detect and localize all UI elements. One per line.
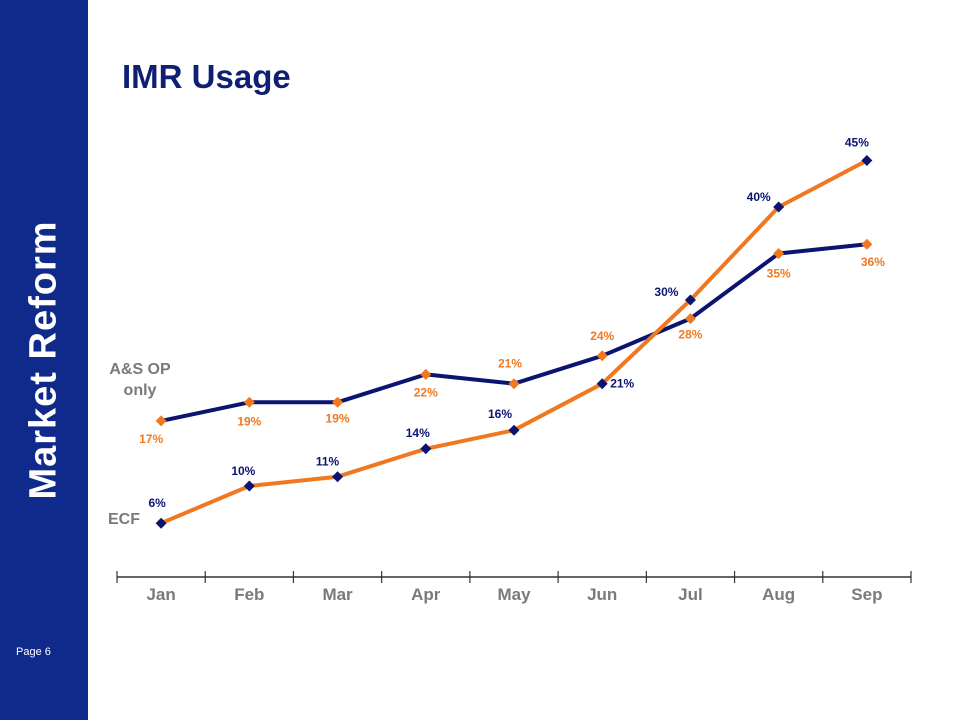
series-label-ecf: ECF bbox=[108, 511, 140, 528]
x-tick-label-jul: Jul bbox=[678, 585, 703, 604]
series-line-ecf bbox=[160, 158, 868, 526]
data-label: 45% bbox=[845, 136, 869, 150]
data-label: 6% bbox=[148, 496, 166, 510]
x-tick-label-aug: Aug bbox=[762, 585, 795, 604]
data-label: 11% bbox=[316, 455, 340, 469]
data-label: 19% bbox=[326, 411, 350, 425]
data-point-marker bbox=[596, 378, 608, 390]
x-tick-label-mar: Mar bbox=[322, 585, 353, 604]
data-label: 19% bbox=[237, 414, 261, 428]
data-point-marker bbox=[508, 378, 520, 390]
data-label: 14% bbox=[406, 426, 430, 440]
data-point-marker bbox=[243, 480, 255, 492]
data-point-marker bbox=[773, 201, 785, 213]
x-tick-label-feb: Feb bbox=[234, 585, 264, 604]
data-label: 10% bbox=[231, 464, 255, 478]
data-label: 21% bbox=[498, 357, 522, 371]
data-point-marker bbox=[684, 313, 696, 325]
data-point-marker bbox=[596, 350, 608, 362]
data-label: 40% bbox=[747, 190, 771, 204]
data-point-marker bbox=[420, 368, 432, 380]
data-point-marker bbox=[243, 396, 255, 408]
data-label: 17% bbox=[139, 432, 163, 446]
x-tick-label-may: May bbox=[497, 585, 531, 604]
data-point-marker bbox=[684, 294, 696, 306]
data-point-marker bbox=[508, 424, 520, 436]
page-number: Page 6 bbox=[16, 646, 51, 658]
data-point-marker bbox=[420, 443, 432, 455]
data-label: 30% bbox=[654, 285, 678, 299]
x-tick-label-sep: Sep bbox=[851, 585, 882, 604]
data-label: 36% bbox=[861, 255, 885, 269]
data-label: 24% bbox=[590, 329, 614, 343]
data-point-marker bbox=[861, 155, 873, 166]
x-tick-label-apr: Apr bbox=[411, 585, 441, 604]
data-label: 21% bbox=[610, 377, 634, 391]
series-line-as-op bbox=[160, 242, 868, 423]
chart-title: IMR Usage bbox=[122, 58, 291, 95]
data-point-marker bbox=[155, 415, 167, 427]
data-label: 22% bbox=[414, 385, 438, 399]
data-point-marker bbox=[155, 517, 167, 529]
x-tick-label-jun: Jun bbox=[587, 585, 617, 604]
x-tick-label-jan: Jan bbox=[146, 585, 175, 604]
sidebar: Market Reform Page 6 bbox=[0, 0, 88, 720]
data-point-marker bbox=[332, 471, 344, 483]
data-point-marker bbox=[332, 396, 344, 408]
data-point-marker bbox=[861, 238, 873, 250]
data-point-marker bbox=[773, 248, 785, 259]
data-label: 16% bbox=[488, 407, 512, 421]
series-label-as-op: A&S OP only bbox=[109, 361, 171, 399]
data-label: 28% bbox=[678, 328, 702, 342]
data-label: 35% bbox=[767, 267, 791, 281]
